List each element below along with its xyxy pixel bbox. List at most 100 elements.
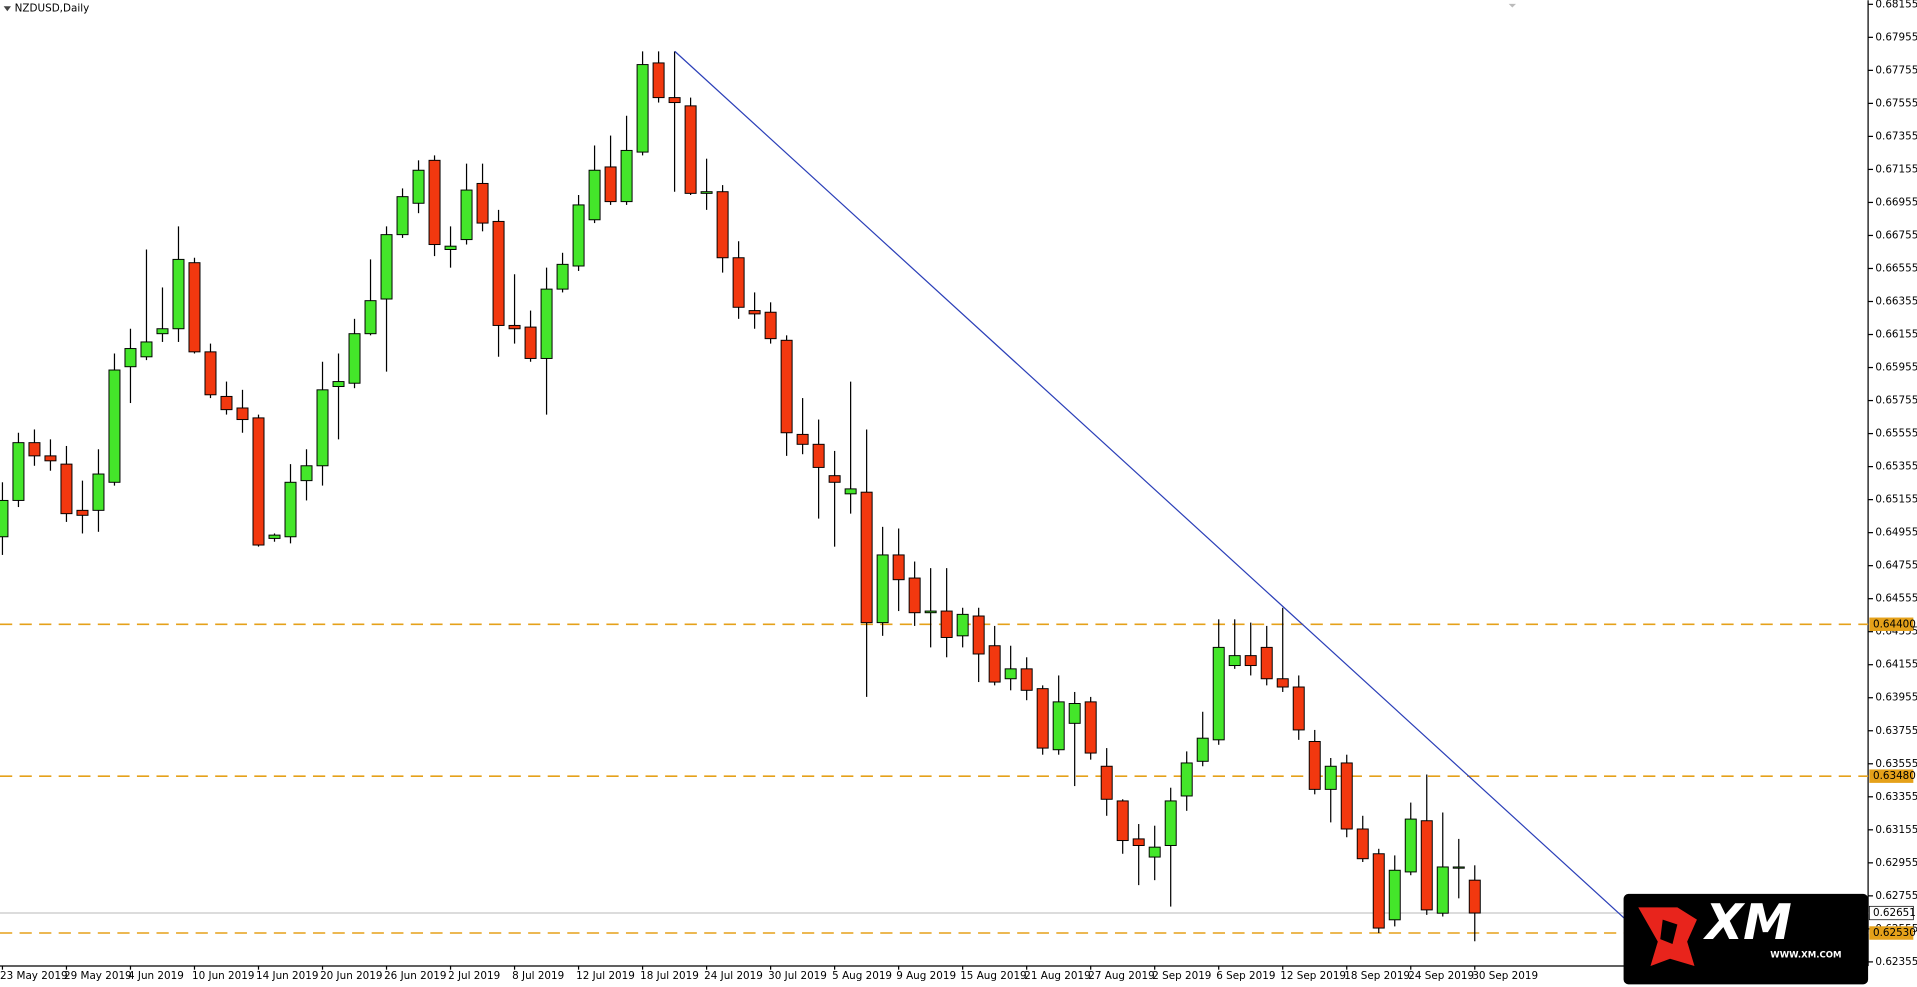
candle-body bbox=[1340, 762, 1353, 830]
shift-marker bbox=[1508, 3, 1516, 8]
candle-body bbox=[1436, 866, 1449, 914]
candle-body bbox=[524, 326, 537, 359]
candle-body bbox=[1356, 828, 1369, 860]
candle-body bbox=[652, 62, 665, 99]
y-tick-label: 0.66155 bbox=[1875, 329, 1917, 341]
y-tick-label: 0.67555 bbox=[1875, 97, 1917, 109]
y-tick-label: 0.65355 bbox=[1875, 461, 1917, 473]
candle-body bbox=[716, 191, 729, 259]
candle-body bbox=[1132, 838, 1145, 846]
candle-body bbox=[636, 64, 649, 153]
candle-body bbox=[1372, 853, 1385, 929]
candle-body bbox=[1116, 800, 1129, 842]
x-tick-label: 20 Jun 2019 bbox=[320, 970, 382, 982]
x-tick-label: 21 Aug 2019 bbox=[1024, 970, 1090, 982]
x-tick-label: 12 Sep 2019 bbox=[1280, 970, 1346, 982]
candle-body bbox=[348, 333, 361, 384]
y-tick-label: 0.62355 bbox=[1875, 956, 1917, 968]
candle-body bbox=[284, 481, 297, 538]
y-tick-label: 0.64755 bbox=[1875, 560, 1917, 572]
candle-body bbox=[124, 348, 137, 368]
candle-body bbox=[140, 341, 153, 358]
y-tick-label: 0.66355 bbox=[1875, 295, 1917, 307]
y-tick-label: 0.62755 bbox=[1875, 890, 1917, 902]
candle-body bbox=[428, 159, 441, 246]
candle-body bbox=[412, 169, 425, 204]
x-tick-label: 23 May 2019 bbox=[0, 970, 68, 982]
x-tick-label: 6 Sep 2019 bbox=[1216, 970, 1275, 982]
candle-body bbox=[220, 395, 233, 411]
candle-body bbox=[828, 475, 841, 483]
candle-body bbox=[236, 407, 249, 421]
x-tick-label: 9 Aug 2019 bbox=[896, 970, 956, 982]
candle-body bbox=[1084, 701, 1097, 754]
current-price-label: 0.62651 bbox=[1873, 907, 1916, 919]
candle-body bbox=[1468, 879, 1481, 914]
y-tick-label: 0.64955 bbox=[1875, 527, 1917, 539]
candle-body bbox=[1324, 765, 1337, 790]
y-tick-label: 0.67355 bbox=[1875, 130, 1917, 142]
candle-body bbox=[972, 615, 985, 655]
candle-body bbox=[1260, 646, 1273, 680]
candle-body bbox=[940, 610, 953, 638]
candle-body bbox=[988, 645, 1001, 683]
candle-body bbox=[876, 554, 889, 624]
candle-body bbox=[956, 613, 969, 637]
y-tick-label: 0.63155 bbox=[1875, 824, 1917, 836]
candle-body bbox=[0, 499, 9, 538]
candle-body bbox=[204, 351, 217, 396]
y-tick-label: 0.64555 bbox=[1875, 593, 1917, 605]
y-tick-label: 0.63555 bbox=[1875, 758, 1917, 770]
level-label-box bbox=[1869, 926, 1914, 940]
x-tick-label: 4 Jun 2019 bbox=[128, 970, 184, 982]
y-tick-label: 0.65155 bbox=[1875, 494, 1917, 506]
candle-body bbox=[572, 204, 585, 267]
candle-body bbox=[156, 328, 169, 335]
candle-body bbox=[1004, 668, 1017, 680]
y-tick-label: 0.65955 bbox=[1875, 362, 1917, 374]
candle-body bbox=[380, 234, 393, 300]
logo-icon-detail bbox=[1660, 919, 1678, 945]
candle-body bbox=[924, 610, 937, 614]
candle-body bbox=[556, 263, 569, 290]
logo-text: XM bbox=[1702, 894, 1791, 951]
candle-body bbox=[60, 463, 73, 515]
y-tick-label: 0.63355 bbox=[1875, 791, 1917, 803]
x-tick-label: 18 Jul 2019 bbox=[640, 970, 699, 982]
candle-body bbox=[364, 300, 377, 335]
candle-body bbox=[492, 220, 505, 326]
candle-body bbox=[1276, 678, 1289, 688]
candle-body bbox=[1068, 703, 1081, 724]
candle-body bbox=[188, 262, 201, 353]
candle-body bbox=[252, 417, 265, 546]
candle-body bbox=[796, 433, 809, 445]
x-tick-label: 27 Aug 2019 bbox=[1088, 970, 1154, 982]
level-label-box bbox=[1869, 617, 1914, 631]
candle-body bbox=[1196, 737, 1209, 762]
candle-body bbox=[668, 97, 681, 104]
candle-body bbox=[1212, 646, 1225, 741]
candle-body bbox=[28, 442, 41, 457]
x-tick-label: 24 Sep 2019 bbox=[1408, 970, 1474, 982]
x-tick-label: 30 Sep 2019 bbox=[1472, 970, 1538, 982]
candle-body bbox=[332, 381, 345, 388]
level-label: 0.64400 bbox=[1873, 618, 1916, 630]
candle-body bbox=[732, 257, 745, 308]
candle-body bbox=[76, 509, 89, 516]
candle-body bbox=[1228, 655, 1241, 667]
candle-body bbox=[1036, 688, 1049, 749]
y-tick-label: 0.66755 bbox=[1875, 229, 1917, 241]
candle-body bbox=[476, 182, 489, 224]
candle-body bbox=[620, 149, 633, 203]
x-tick-label: 8 Jul 2019 bbox=[512, 970, 564, 982]
y-tick-label: 0.66955 bbox=[1875, 196, 1917, 208]
candle-body bbox=[300, 465, 313, 482]
y-tick-label: 0.63955 bbox=[1875, 692, 1917, 704]
candle-body bbox=[508, 324, 521, 330]
y-tick-label: 0.67155 bbox=[1875, 163, 1917, 175]
y-tick-label: 0.67955 bbox=[1875, 31, 1917, 43]
candle-body bbox=[12, 442, 25, 501]
candle-body bbox=[108, 369, 121, 483]
